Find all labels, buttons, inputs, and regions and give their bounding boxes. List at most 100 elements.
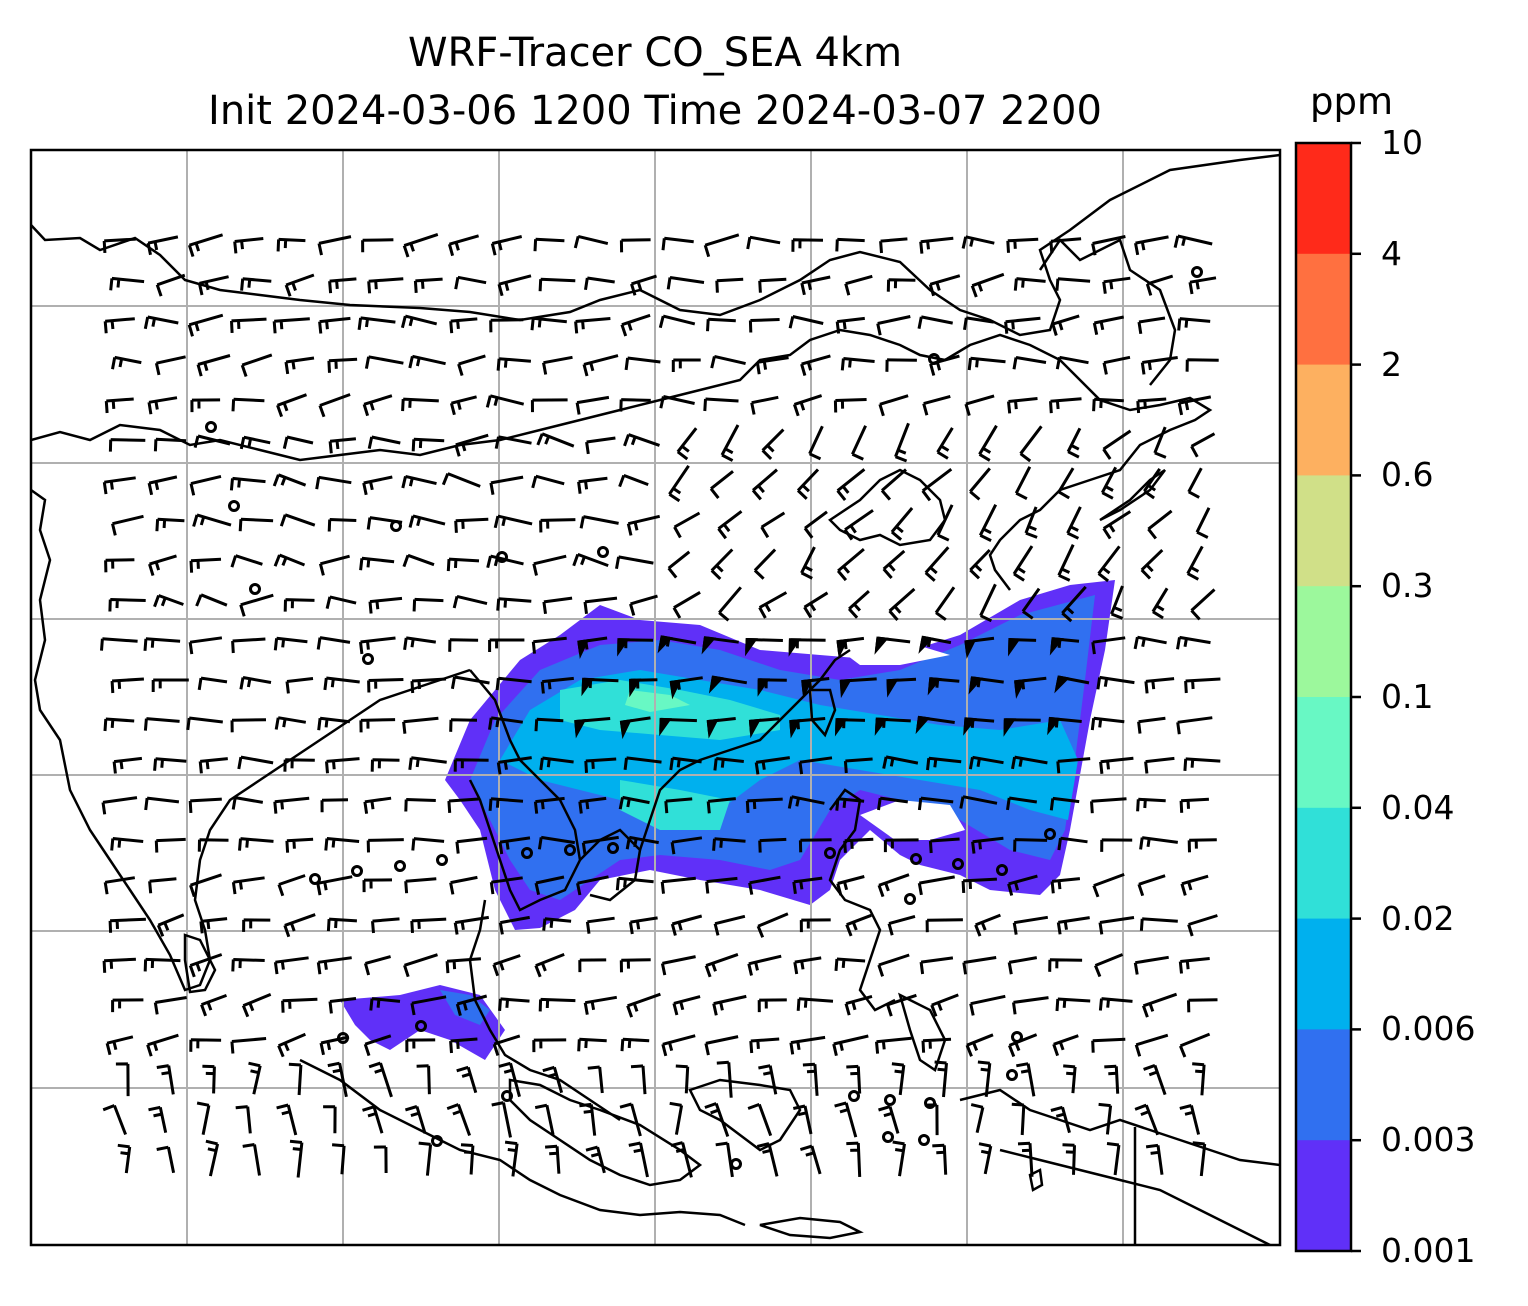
wind-barb bbox=[327, 357, 358, 373]
wind-barb bbox=[1102, 276, 1131, 294]
wind-barb bbox=[1011, 1102, 1026, 1136]
wind-barb bbox=[450, 675, 490, 690]
wind-barb bbox=[843, 757, 873, 774]
wind-barb bbox=[143, 315, 179, 330]
wind-barb bbox=[1143, 468, 1161, 500]
wind-barb bbox=[712, 994, 747, 1016]
wind-barb bbox=[886, 993, 917, 1017]
wind-barb bbox=[713, 757, 744, 771]
wind-barb bbox=[1024, 506, 1038, 539]
wind-barb bbox=[233, 237, 264, 254]
wind-barb bbox=[883, 838, 919, 853]
wind-barb-flag bbox=[968, 676, 984, 695]
wind-barb bbox=[371, 917, 400, 934]
wind-barb bbox=[273, 796, 310, 814]
wind-barb-flag bbox=[915, 715, 931, 735]
wind-barb-flag bbox=[1007, 638, 1021, 657]
wind-barb bbox=[1140, 549, 1164, 580]
wind-barb bbox=[1098, 997, 1133, 1011]
wind-barb bbox=[977, 1060, 992, 1097]
wind-barb bbox=[835, 797, 865, 811]
wind-barb bbox=[619, 398, 651, 412]
wind-barb bbox=[496, 756, 532, 775]
wind-barb bbox=[882, 549, 906, 579]
wind-barb bbox=[192, 513, 232, 527]
colorbar-tick-label: 0.04 bbox=[1381, 787, 1455, 827]
wind-barb bbox=[575, 395, 610, 415]
wind-barb-flag bbox=[619, 719, 632, 740]
wind-barb bbox=[703, 233, 740, 258]
wind-barb bbox=[153, 437, 187, 452]
wind-barb bbox=[148, 877, 177, 894]
colorbar-unit-label: ppm bbox=[1310, 80, 1394, 123]
wind-barb bbox=[315, 475, 352, 490]
wind-barb bbox=[1008, 1033, 1038, 1058]
wind-barb bbox=[1013, 838, 1048, 852]
wind-barb bbox=[235, 1105, 252, 1134]
wind-barb bbox=[1096, 675, 1135, 690]
wind-barb bbox=[530, 316, 567, 331]
colorbar-segment bbox=[1296, 1029, 1351, 1141]
wind-barb bbox=[1141, 992, 1178, 1018]
wind-barb bbox=[584, 276, 615, 291]
wind-barb bbox=[238, 837, 274, 851]
wind-barb bbox=[367, 277, 404, 294]
wind-barb bbox=[238, 517, 274, 532]
wind-barb bbox=[720, 424, 740, 462]
wind-barb bbox=[959, 795, 998, 809]
wind-barb bbox=[746, 235, 781, 250]
wind-barb bbox=[888, 587, 916, 621]
wind-barb bbox=[1012, 545, 1034, 582]
wind-barb bbox=[840, 357, 875, 371]
wind-barb bbox=[670, 914, 703, 936]
wind-barb bbox=[715, 1141, 734, 1178]
wind-barb bbox=[619, 1102, 642, 1137]
map-frame bbox=[29, 148, 1282, 1247]
wind-barb bbox=[796, 997, 834, 1011]
wind-barb bbox=[875, 1036, 912, 1054]
wind-barb bbox=[1057, 544, 1075, 582]
wind-barb bbox=[202, 1064, 216, 1094]
wind-barb-flag bbox=[577, 639, 590, 660]
wind-barb bbox=[747, 954, 782, 976]
wind-barb bbox=[489, 475, 524, 495]
wind-barb bbox=[402, 716, 439, 734]
wind-barb bbox=[1100, 838, 1133, 852]
wind-barb bbox=[327, 518, 357, 532]
wind-barb bbox=[447, 234, 480, 257]
wind-barb bbox=[1187, 914, 1218, 937]
wind-barb bbox=[453, 915, 490, 935]
wind-barb bbox=[1049, 796, 1080, 811]
wind-barb bbox=[230, 317, 267, 333]
wind-barb bbox=[579, 515, 619, 529]
wind-barb bbox=[1176, 716, 1213, 735]
wind-barb bbox=[1179, 797, 1209, 813]
wind-barb bbox=[449, 1037, 478, 1054]
colorbar-tick-label: 2 bbox=[1381, 344, 1402, 384]
wind-barb bbox=[758, 1064, 778, 1095]
wind-barb bbox=[1063, 1064, 1077, 1094]
wind-barb bbox=[1090, 797, 1127, 814]
wind-barb bbox=[248, 1061, 262, 1095]
wind-barb bbox=[111, 355, 142, 370]
wind-barb bbox=[1134, 1033, 1169, 1057]
wind-barb bbox=[578, 796, 607, 814]
wind-barb bbox=[1136, 397, 1167, 414]
wind-barb bbox=[753, 548, 777, 580]
wind-barb bbox=[676, 427, 698, 461]
wind-barb bbox=[670, 1141, 693, 1178]
wind-barb bbox=[239, 593, 274, 617]
wind-barb bbox=[793, 956, 822, 975]
wind-barb bbox=[449, 875, 478, 895]
wind-barb bbox=[965, 1033, 994, 1057]
wind-barb bbox=[978, 504, 998, 542]
wind-barb bbox=[198, 757, 228, 774]
wind-barb bbox=[289, 1139, 304, 1178]
wind-barb bbox=[673, 511, 701, 539]
wind-barb bbox=[323, 1105, 337, 1134]
wind-barb bbox=[319, 1035, 350, 1056]
wind-barb bbox=[1184, 677, 1221, 694]
wind-barb bbox=[277, 1032, 306, 1058]
wind-barb bbox=[404, 877, 437, 894]
wind-barb bbox=[803, 591, 829, 619]
